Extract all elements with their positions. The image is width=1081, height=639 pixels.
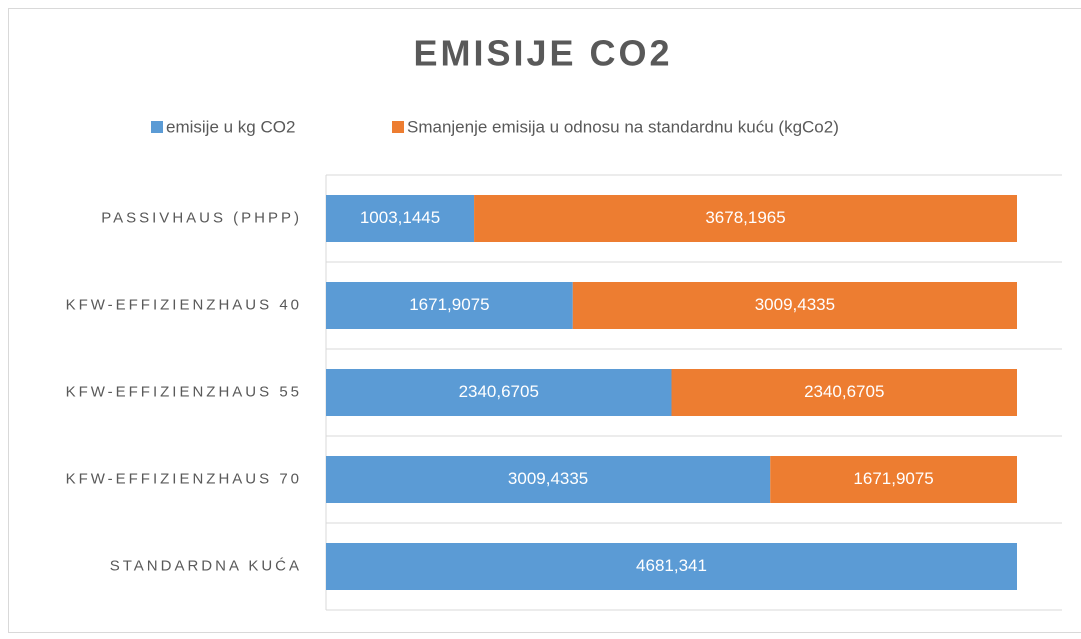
data-label: 2340,6705 [459,382,539,401]
category-label: PASSIVHAUS (PHPP) [101,209,302,226]
data-label: 1671,9075 [853,469,933,488]
data-label: 3009,4335 [755,295,835,314]
legend-label: emisije u kg CO2 [166,117,295,136]
legend-swatch [151,121,163,133]
legend-label: Smanjenje emisija u odnosu na standardnu… [407,117,839,136]
legend-swatch [392,121,404,133]
data-label: 3009,4335 [508,469,588,488]
data-label: 2340,6705 [804,382,884,401]
data-label: 4681,341 [636,556,707,575]
category-label: KFW-EFFIZIENZHAUS 55 [66,383,302,400]
category-label: STANDARDNA KUĆA [110,557,302,574]
data-label: 1671,9075 [409,295,489,314]
category-label: KFW-EFFIZIENZHAUS 40 [66,296,302,313]
category-label: KFW-EFFIZIENZHAUS 70 [66,470,302,487]
data-label: 3678,1965 [705,208,785,227]
data-label: 1003,1445 [360,208,440,227]
chart-title: EMISIJE CO2 [413,33,672,74]
